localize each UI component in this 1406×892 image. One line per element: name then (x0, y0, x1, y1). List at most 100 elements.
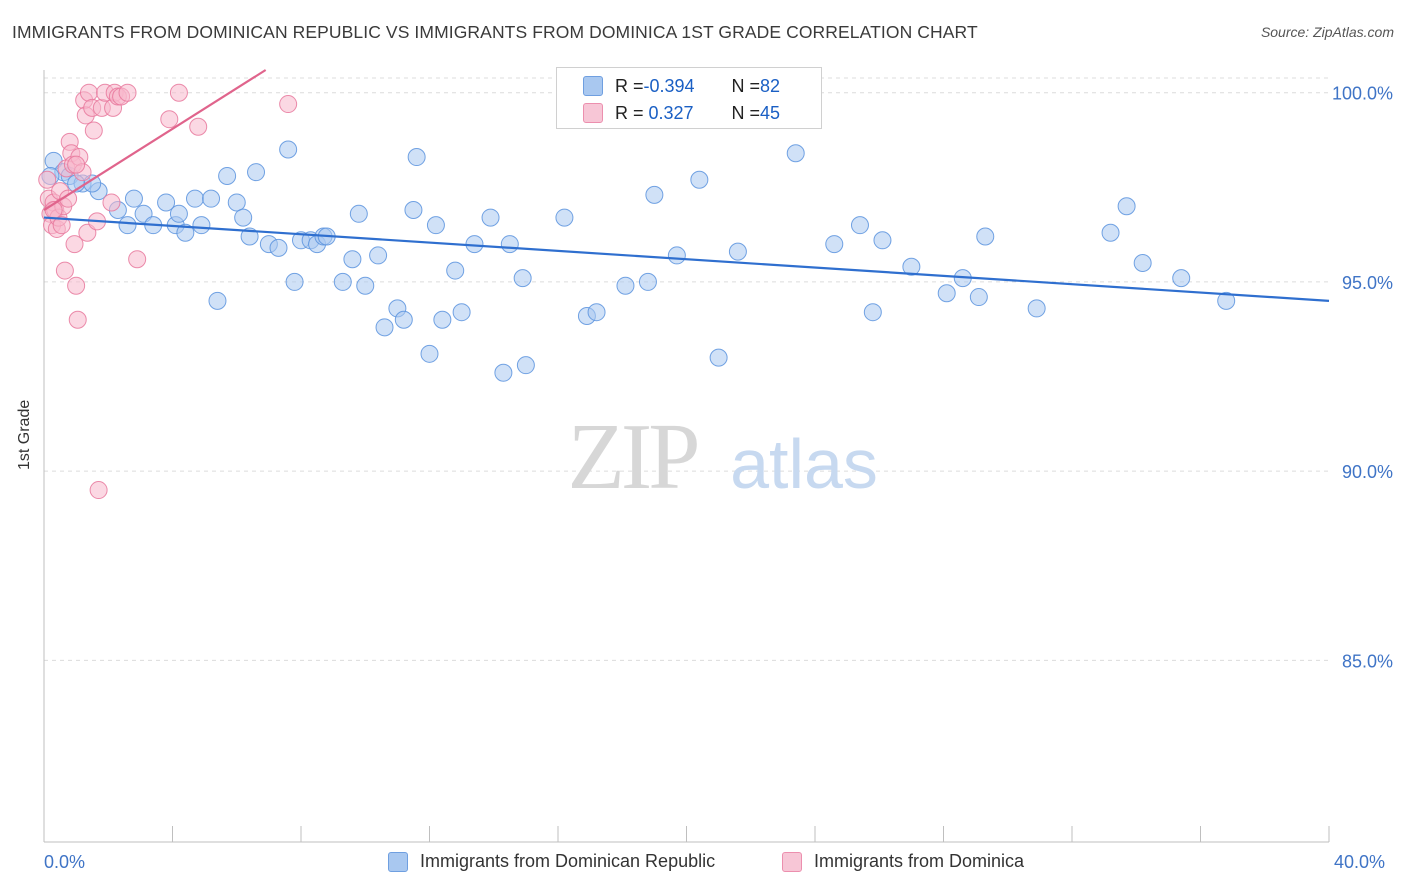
point-s0-51 (500, 235, 519, 254)
point-s1-37 (118, 83, 137, 102)
y-tick-label-1: 90.0% (1342, 462, 1393, 482)
point-s0-17 (202, 189, 221, 208)
stats-n-value: 82 (760, 75, 781, 96)
stats-n-value: 45 (760, 102, 781, 123)
point-s0-70 (937, 284, 956, 303)
point-s0-40 (394, 310, 413, 329)
point-s0-46 (446, 261, 465, 280)
point-s0-60 (667, 246, 686, 265)
stats-n-label: N = (731, 75, 761, 96)
point-s0-7 (118, 216, 137, 235)
y-axis-label: 1st Grade (16, 399, 33, 470)
point-s1-32 (102, 193, 121, 212)
legend-swatch-dominica (782, 851, 802, 872)
point-s0-56 (587, 303, 606, 322)
grid-lines (44, 77, 1329, 661)
point-s0-19 (218, 166, 237, 185)
point-s0-62 (709, 348, 728, 367)
chart-title: IMMIGRANTS FROM DOMINICAN REPUBLIC VS IM… (12, 22, 978, 42)
point-s0-64 (786, 144, 805, 163)
point-s0-21 (234, 208, 253, 227)
point-s0-36 (356, 276, 375, 295)
watermark-atlas: atlas (730, 425, 878, 503)
source-label: Source: ZipAtlas.com (1260, 24, 1394, 40)
point-s1-13 (59, 189, 78, 208)
point-s1-0 (38, 170, 57, 189)
stats-r-label: R = (615, 102, 644, 123)
point-s0-67 (863, 303, 882, 322)
point-s1-18 (67, 276, 86, 295)
point-s1-27 (84, 121, 103, 140)
point-s0-54 (555, 208, 574, 227)
point-s1-11 (55, 261, 74, 280)
point-s0-18 (208, 291, 227, 310)
bottom-legend: Immigrants from Dominican Republic Immig… (0, 851, 1406, 879)
point-s0-42 (407, 148, 426, 167)
legend-label-dominican-republic: Immigrants from Dominican Republic (420, 851, 716, 871)
point-s0-8 (124, 189, 143, 208)
point-s0-13 (169, 204, 188, 223)
y-tick-label-3: 100.0% (1332, 84, 1393, 104)
point-s0-52 (513, 269, 532, 288)
stats-r-value: -0.394 (643, 75, 695, 96)
point-s0-45 (433, 310, 452, 329)
point-s0-76 (1117, 197, 1136, 216)
watermark-zip: ZIP (568, 405, 698, 509)
point-s0-14 (176, 223, 195, 242)
legend-item-dominica[interactable]: Immigrants from Dominica (782, 851, 1024, 872)
point-s1-38 (128, 250, 147, 269)
point-s1-44 (67, 155, 86, 174)
y-tick-label-0: 85.0% (1342, 651, 1393, 671)
stats-row-dominican-republic: R = -0.394 N = 82 (583, 74, 780, 98)
legend-swatch-dominican-republic (388, 851, 408, 872)
point-s0-75 (1101, 223, 1120, 242)
stats-legend: R = -0.394 N = 82 R = 0.327 N = 45 (556, 67, 822, 129)
point-s0-41 (404, 201, 423, 220)
point-s1-29 (89, 481, 108, 500)
point-s0-61 (690, 170, 709, 189)
x-tick-label-max: 40.0% (1334, 852, 1386, 872)
point-s1-17 (65, 235, 84, 254)
point-s0-38 (375, 318, 394, 337)
point-s0-23 (247, 163, 266, 182)
stats-swatch-dominican-republic (583, 76, 603, 96)
point-s0-66 (850, 216, 869, 235)
point-s0-53 (516, 356, 535, 375)
point-s0-33 (333, 272, 352, 291)
point-s0-77 (1133, 254, 1152, 272)
point-s0-74 (1027, 299, 1046, 318)
point-s0-15 (185, 189, 204, 208)
point-s1-19 (68, 310, 87, 329)
point-s0-26 (279, 140, 298, 159)
point-s0-59 (645, 185, 664, 204)
point-s0-69 (902, 257, 921, 276)
trend-lines (43, 69, 1330, 302)
legend-label-dominica: Immigrants from Dominica (814, 851, 1025, 871)
point-s0-57 (616, 276, 635, 295)
point-s1-41 (189, 117, 208, 136)
point-s0-63 (728, 242, 747, 261)
point-s0-34 (343, 250, 362, 269)
point-s1-40 (169, 83, 188, 102)
point-s1-9 (52, 216, 71, 235)
point-s1-42 (279, 95, 298, 114)
point-s0-47 (452, 303, 471, 322)
stats-n-label: N = (731, 102, 761, 123)
point-s0-43 (420, 344, 439, 363)
point-s0-35 (349, 204, 368, 223)
point-s0-20 (227, 193, 246, 212)
watermark: ZIP atlas (568, 405, 878, 509)
point-s0-50 (494, 363, 513, 382)
y-tick-label-2: 95.0% (1342, 273, 1393, 293)
data-points (38, 83, 1236, 500)
stats-r-label: R = (615, 75, 644, 96)
point-s1-39 (160, 110, 179, 129)
point-s0-27 (285, 272, 304, 291)
stats-swatch-dominica (583, 103, 603, 123)
point-s0-16 (192, 216, 211, 235)
point-s0-68 (873, 231, 892, 250)
point-s0-65 (825, 235, 844, 254)
point-s0-78 (1172, 269, 1191, 288)
legend-item-dominican-republic[interactable]: Immigrants from Dominican Republic (388, 851, 715, 872)
